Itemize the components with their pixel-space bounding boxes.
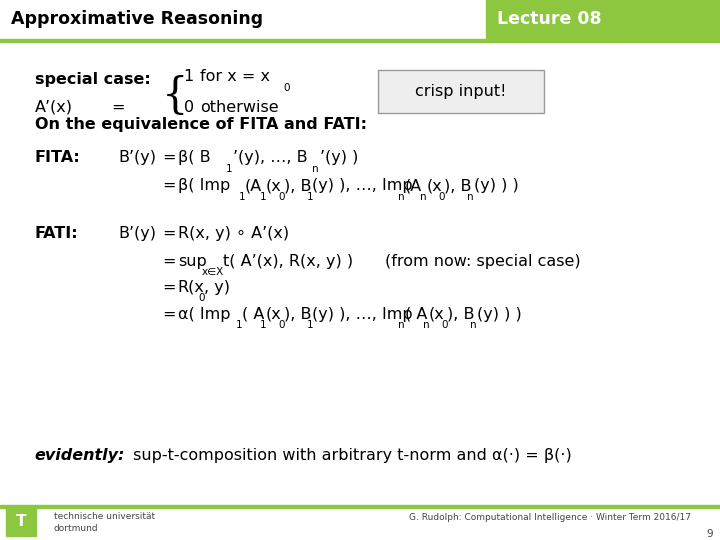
Text: n: n bbox=[312, 164, 318, 174]
Text: dortmund: dortmund bbox=[54, 524, 99, 534]
Text: sup-t-composition with arbitrary t-norm and α(·) = β(·): sup-t-composition with arbitrary t-norm … bbox=[128, 448, 572, 463]
Bar bbox=[6, 508, 36, 536]
Text: 0: 0 bbox=[278, 320, 284, 330]
Text: FATI:: FATI: bbox=[35, 226, 78, 241]
Text: FITA:: FITA: bbox=[35, 150, 81, 165]
Text: β( Imp: β( Imp bbox=[178, 178, 230, 193]
Text: 1: 1 bbox=[236, 320, 243, 330]
Text: (x: (x bbox=[266, 178, 282, 193]
Text: n: n bbox=[423, 320, 429, 330]
Text: 1: 1 bbox=[307, 192, 313, 202]
Text: 0: 0 bbox=[198, 293, 204, 303]
Text: for x = x: for x = x bbox=[200, 69, 270, 84]
Text: 0: 0 bbox=[283, 83, 289, 93]
Text: T: T bbox=[16, 514, 26, 529]
Text: 1: 1 bbox=[184, 69, 194, 84]
Text: 0: 0 bbox=[438, 192, 445, 202]
Text: R(x: R(x bbox=[178, 280, 204, 295]
Text: ), B: ), B bbox=[284, 178, 311, 193]
Text: ), B: ), B bbox=[284, 307, 311, 322]
Text: G. Rudolph: Computational Intelligence · Winter Term 2016/17: G. Rudolph: Computational Intelligence ·… bbox=[409, 512, 691, 522]
Text: (x: (x bbox=[429, 307, 445, 322]
Bar bbox=[0, 505, 720, 540]
Text: 0: 0 bbox=[441, 320, 448, 330]
Text: n: n bbox=[398, 192, 405, 202]
Text: =: = bbox=[162, 150, 176, 165]
Text: sup: sup bbox=[178, 254, 207, 269]
Text: (y) ), …, Imp: (y) ), …, Imp bbox=[312, 178, 413, 193]
Text: =: = bbox=[162, 307, 176, 322]
Text: (from now: special case): (from now: special case) bbox=[385, 254, 581, 269]
Text: Lecture 08: Lecture 08 bbox=[497, 10, 601, 29]
Text: B’(y): B’(y) bbox=[119, 226, 157, 241]
FancyBboxPatch shape bbox=[378, 70, 544, 113]
Text: ( A: ( A bbox=[405, 307, 427, 322]
Text: =: = bbox=[112, 100, 125, 115]
Text: β( B: β( B bbox=[178, 150, 210, 165]
Text: (x: (x bbox=[426, 178, 442, 193]
Text: x∈X: x∈X bbox=[202, 267, 224, 278]
Bar bbox=[486, 0, 720, 39]
Text: t( A’(x), R(x, y) ): t( A’(x), R(x, y) ) bbox=[223, 254, 354, 269]
Text: {: { bbox=[162, 75, 189, 117]
Bar bbox=[0, 0, 720, 39]
Text: n: n bbox=[467, 192, 474, 202]
Text: n: n bbox=[398, 320, 405, 330]
Text: (y) ), …, Imp: (y) ), …, Imp bbox=[312, 307, 413, 322]
Text: B’(y): B’(y) bbox=[119, 150, 157, 165]
Text: R(x, y) ∘ A’(x): R(x, y) ∘ A’(x) bbox=[178, 226, 289, 241]
Text: Approximative Reasoning: Approximative Reasoning bbox=[11, 10, 263, 29]
Text: (y) ) ): (y) ) ) bbox=[474, 178, 518, 193]
Text: On the equivalence of FITA and FATI:: On the equivalence of FITA and FATI: bbox=[35, 117, 366, 132]
Text: =: = bbox=[162, 178, 176, 193]
Text: n: n bbox=[420, 192, 426, 202]
Text: 1: 1 bbox=[260, 320, 266, 330]
Bar bbox=[0, 505, 720, 508]
Text: =: = bbox=[162, 280, 176, 295]
Text: ’(y) ): ’(y) ) bbox=[320, 150, 358, 165]
Text: 0: 0 bbox=[278, 192, 284, 202]
Text: technische universität: technische universität bbox=[54, 511, 155, 521]
Text: (x: (x bbox=[266, 307, 282, 322]
Text: ), B: ), B bbox=[444, 178, 472, 193]
Text: special case:: special case: bbox=[35, 72, 150, 87]
Text: ( A: ( A bbox=[242, 307, 264, 322]
Text: otherwise: otherwise bbox=[200, 100, 279, 115]
Text: (A: (A bbox=[245, 178, 262, 193]
Text: 1: 1 bbox=[225, 164, 232, 174]
Text: n: n bbox=[470, 320, 477, 330]
Text: 1: 1 bbox=[239, 192, 246, 202]
Text: 1: 1 bbox=[307, 320, 313, 330]
Text: A’(x): A’(x) bbox=[35, 100, 73, 115]
Text: evidently:: evidently: bbox=[35, 448, 125, 463]
Text: 1: 1 bbox=[260, 192, 266, 202]
Text: (A: (A bbox=[405, 178, 422, 193]
Text: ’(y), …, B: ’(y), …, B bbox=[233, 150, 307, 165]
Text: 9: 9 bbox=[706, 529, 713, 539]
Text: =: = bbox=[162, 254, 176, 269]
Text: crisp input!: crisp input! bbox=[415, 84, 506, 99]
Text: α( Imp: α( Imp bbox=[178, 307, 230, 322]
Text: 0: 0 bbox=[184, 100, 194, 115]
Text: , y): , y) bbox=[204, 280, 230, 295]
Text: =: = bbox=[162, 226, 176, 241]
Bar bbox=[0, 39, 720, 42]
Text: (y) ) ): (y) ) ) bbox=[477, 307, 521, 322]
Text: ), B: ), B bbox=[447, 307, 474, 322]
